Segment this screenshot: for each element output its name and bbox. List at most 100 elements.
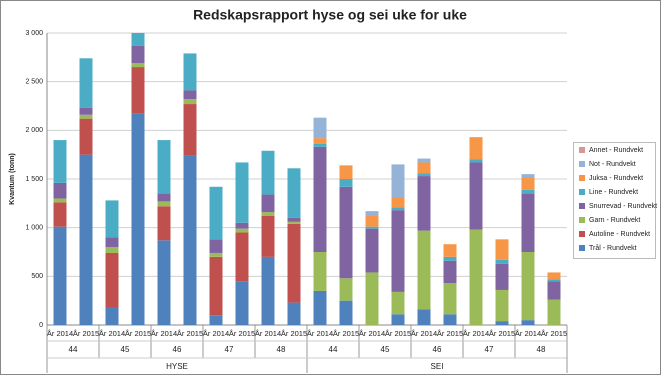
x-tick-label: År 2014 <box>203 329 229 338</box>
bar-segment <box>183 99 197 105</box>
legend-swatch <box>579 245 585 251</box>
bar-segment <box>417 173 431 177</box>
bar-segment <box>157 193 171 202</box>
bar-segment <box>417 176 431 231</box>
bar-segment <box>261 150 275 195</box>
bar-segment <box>521 189 535 194</box>
bar-segment <box>131 113 145 325</box>
y-tick-label: 1 500 <box>25 176 43 183</box>
bar-segment <box>261 212 275 216</box>
bar-segment <box>313 252 327 291</box>
bar-segment <box>53 140 67 183</box>
bar-segment <box>469 137 483 160</box>
bar-segment <box>157 240 171 325</box>
bar-segment <box>313 117 327 139</box>
legend-label: Snurrevad - Rundvekt <box>589 203 657 210</box>
bar-segment <box>547 272 561 280</box>
bar-segment <box>521 320 535 325</box>
x-tick-label: År 2015 <box>333 329 359 338</box>
bar-segment <box>209 186 223 240</box>
bar-segment <box>521 174 535 179</box>
bar-segment <box>53 202 67 227</box>
bar-segment <box>131 63 145 68</box>
bar-segment <box>521 193 535 252</box>
x-tick-label: År 2014 <box>307 329 333 338</box>
bar-segment <box>105 252 119 308</box>
bar-segment <box>313 143 327 147</box>
bar-segment <box>365 228 379 273</box>
week-label: 45 <box>121 345 130 354</box>
x-tick-label: År 2015 <box>73 329 99 338</box>
bar-segment <box>53 182 67 199</box>
bar-segment <box>339 165 353 179</box>
bar-segment <box>287 223 301 303</box>
bar-segment <box>391 291 405 315</box>
bar-segment <box>157 201 171 207</box>
legend-label: Garn - Rundvekt <box>589 217 640 224</box>
legend-swatch <box>579 217 585 223</box>
bar-segment <box>417 230 431 310</box>
x-tick-label: År 2014 <box>99 329 125 338</box>
legend-label: Line - Rundvekt <box>589 189 638 196</box>
bar-segment <box>157 140 171 194</box>
bar-segment <box>313 290 327 325</box>
x-tick-label: År 2015 <box>229 329 255 338</box>
bar-segment <box>209 239 223 253</box>
week-label: 44 <box>69 345 78 354</box>
bar-segment <box>79 154 93 325</box>
bar-segment <box>469 162 483 230</box>
bar-segment <box>235 228 249 233</box>
week-label: 45 <box>381 345 390 354</box>
legend-swatch <box>579 147 585 153</box>
x-tick-label: År 2014 <box>463 329 489 338</box>
bar-segment <box>79 118 93 155</box>
bar-segment <box>495 263 509 290</box>
y-tick-label: 2 500 <box>25 79 43 86</box>
week-label: 48 <box>537 345 546 354</box>
bar-segment <box>469 229 483 325</box>
bar-segment <box>443 283 457 315</box>
bar-segment <box>443 260 457 284</box>
legend-swatch <box>579 203 585 209</box>
bar-segment <box>105 200 119 238</box>
bar-segment <box>261 256 275 325</box>
week-label: 46 <box>433 345 442 354</box>
bar-segment <box>365 211 379 216</box>
bar-segment <box>313 146 327 252</box>
bar-segment <box>235 162 249 223</box>
week-label: 47 <box>225 345 234 354</box>
bar-segment <box>287 217 301 222</box>
legend-label: Annet - Rundvekt <box>589 147 643 154</box>
bar-segment <box>53 226 67 325</box>
bar-segment <box>131 67 145 114</box>
bar-segment <box>495 321 509 325</box>
bar-segment <box>469 159 483 163</box>
x-tick-label: År 2014 <box>411 329 437 338</box>
bar-segment <box>183 104 197 156</box>
bar-segment <box>417 309 431 325</box>
week-label: 47 <box>485 345 494 354</box>
bar-segment <box>417 162 431 174</box>
bar-segment <box>235 281 249 325</box>
x-tick-label: År 2015 <box>125 329 151 338</box>
bar-segment <box>365 215 379 227</box>
bar-segment <box>443 244 457 257</box>
bar-segment <box>339 186 353 279</box>
bar-segment <box>53 198 67 203</box>
x-tick-label: År 2014 <box>255 329 281 338</box>
legend-swatch <box>579 231 585 237</box>
y-tick-label: 3 000 <box>25 30 43 37</box>
x-tick-label: År 2014 <box>151 329 177 338</box>
bar-segment <box>547 299 561 325</box>
bar-segment <box>339 179 353 187</box>
bar-segment <box>157 206 171 241</box>
bar-segment <box>547 279 561 282</box>
bar-segment <box>391 197 405 208</box>
legend-label: Not - Rundvekt <box>589 161 636 168</box>
legend-label: Trål - Rundvekt <box>589 244 637 252</box>
bar-segment <box>131 45 145 64</box>
bar-segment <box>495 239 509 260</box>
x-tick-label: År 2014 <box>47 329 73 338</box>
